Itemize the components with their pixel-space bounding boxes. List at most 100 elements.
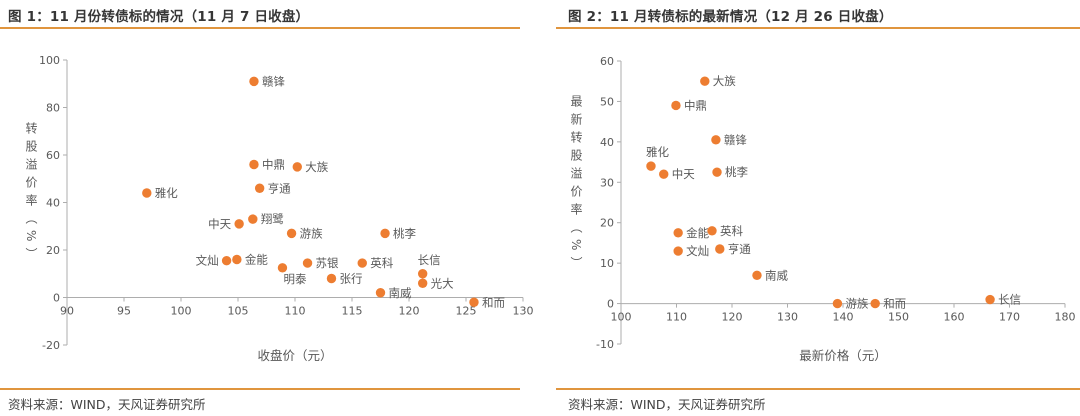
- y-tick-label: 0: [607, 298, 614, 311]
- data-point: [375, 288, 386, 298]
- figure-2-scatter-plot: -10 0 10 20 30 40 50 60 100 110 120 130 140 150 160 170…: [596, 55, 1076, 363]
- y-tick-label: 60: [600, 55, 614, 68]
- point-label: 亨通: [728, 242, 751, 256]
- data-point: [711, 135, 721, 145]
- point-label: 亨通: [268, 181, 291, 195]
- point-label: 明泰: [283, 272, 306, 286]
- x-tick-label: 100: [171, 305, 192, 318]
- data-point: [469, 297, 479, 307]
- x-tick-label: 120: [722, 311, 743, 324]
- data-point: [712, 167, 722, 177]
- figure-1-source-rule: [0, 388, 520, 390]
- y-tick-label: 0: [53, 292, 60, 305]
- data-point: [715, 244, 725, 254]
- x-tick-label: 130: [777, 311, 798, 324]
- point-label: 长信: [418, 253, 441, 267]
- x-tick-label: 170: [999, 311, 1020, 324]
- data-point: [417, 278, 428, 288]
- x-tick-label: 110: [666, 311, 687, 324]
- data-point: [671, 100, 681, 111]
- x-tick-label: 95: [117, 305, 131, 318]
- y-tick-label: 40: [46, 197, 60, 210]
- figure-2-title: 图 2：11 月转债标的最新情况（12 月 26 日收盘）: [568, 9, 893, 25]
- point-label: 大族: [305, 160, 328, 174]
- y-tick-label: 80: [46, 102, 60, 115]
- figure-1-source-note: 资料来源：WIND，天风证券研究所: [8, 397, 206, 412]
- point-label: 大族: [713, 74, 736, 88]
- point-label: 张行: [339, 272, 362, 286]
- x-tick-label: 160: [944, 311, 965, 324]
- figure-1-scatter-plot: -20 0 20 40 60 80 100 90 95 100 105 110 115 120 125 130…: [39, 54, 534, 363]
- point-label: 英科: [720, 224, 743, 238]
- point-label: 中天: [208, 217, 231, 231]
- data-point: [659, 169, 669, 179]
- y-tick-label: 20: [600, 217, 614, 230]
- data-point: [673, 228, 683, 238]
- data-point: [302, 258, 313, 268]
- point-label: 苏银: [316, 256, 339, 270]
- point-label: 翔鹭: [261, 212, 284, 226]
- x-axis-label: 最新价格（元）: [799, 348, 887, 363]
- data-point: [249, 159, 259, 170]
- point-label: 桃李: [393, 226, 416, 240]
- data-point: [292, 162, 302, 172]
- x-tick-label: 100: [611, 311, 632, 324]
- y-tick-label: 10: [600, 257, 614, 270]
- y-tick-label: 60: [46, 149, 60, 162]
- x-tick-label: 90: [60, 305, 74, 318]
- x-axis-label: 收盘价（元）: [257, 348, 332, 363]
- y-tick-label: 50: [600, 95, 614, 108]
- figure-1-title-rule: [0, 27, 520, 29]
- data-point: [142, 188, 152, 198]
- data-point: [248, 214, 258, 224]
- x-tick-label: 105: [228, 305, 249, 318]
- data-point: [357, 258, 367, 268]
- point-label: 英科: [370, 256, 393, 270]
- figure-2-title-rule: [556, 27, 1080, 29]
- figure-2-source-rule: [556, 388, 1080, 390]
- point-label: 赣锋: [724, 133, 747, 147]
- figure-2-panel: 图 2：11 月转债标的最新情况（12 月 26 日收盘） 最新转股溢价率（%）…: [540, 0, 1080, 416]
- x-tick-label: 115: [342, 305, 363, 318]
- data-point: [326, 273, 337, 284]
- figure-1-panel: 图 1：11 月份转债标的情况（11 月 7 日收盘） 转股溢价率（%） -20…: [0, 9, 534, 412]
- x-tick-label: 120: [399, 305, 420, 318]
- point-label: 光大: [431, 276, 454, 290]
- x-tick-label: 110: [285, 305, 306, 318]
- data-point: [752, 270, 762, 280]
- figure-1-y-axis-label: 转股溢价率（%）: [24, 122, 38, 266]
- point-label: 金能: [245, 253, 268, 267]
- point-label: 雅化: [646, 145, 669, 159]
- data-point: [700, 76, 710, 86]
- data-point: [646, 161, 656, 171]
- data-point: [254, 183, 265, 193]
- y-tick-label: -10: [596, 338, 614, 351]
- data-point: [707, 226, 717, 236]
- point-label: 游族: [300, 226, 323, 240]
- data-point: [277, 263, 288, 273]
- point-label: 文灿: [686, 244, 709, 258]
- point-label: 和而: [482, 295, 505, 309]
- data-point: [286, 228, 297, 239]
- point-label: 雅化: [155, 186, 178, 200]
- data-point: [673, 246, 683, 256]
- y-tick-label: 20: [46, 244, 60, 257]
- point-label: 中鼎: [684, 98, 707, 112]
- x-tick-label: 180: [1055, 311, 1076, 324]
- figure-1-title: 图 1：11 月份转债标的情况（11 月 7 日收盘）: [8, 9, 310, 25]
- x-tick-label: 130: [513, 305, 534, 318]
- data-point: [417, 269, 428, 279]
- point-label: 赣锋: [262, 74, 285, 88]
- data-point: [232, 254, 242, 265]
- point-label: 文灿: [196, 254, 219, 268]
- x-tick-label: 150: [888, 311, 909, 324]
- data-point: [870, 298, 880, 309]
- y-tick-label: 30: [600, 176, 614, 189]
- point-label: 南威: [765, 268, 788, 282]
- figure-2-source-note: 资料来源：WIND，天风证券研究所: [568, 397, 766, 412]
- data-point: [234, 219, 244, 229]
- point-label: 桃李: [725, 165, 748, 179]
- data-point: [985, 294, 995, 305]
- point-label: 中鼎: [262, 158, 285, 172]
- y-tick-label: 40: [600, 136, 614, 149]
